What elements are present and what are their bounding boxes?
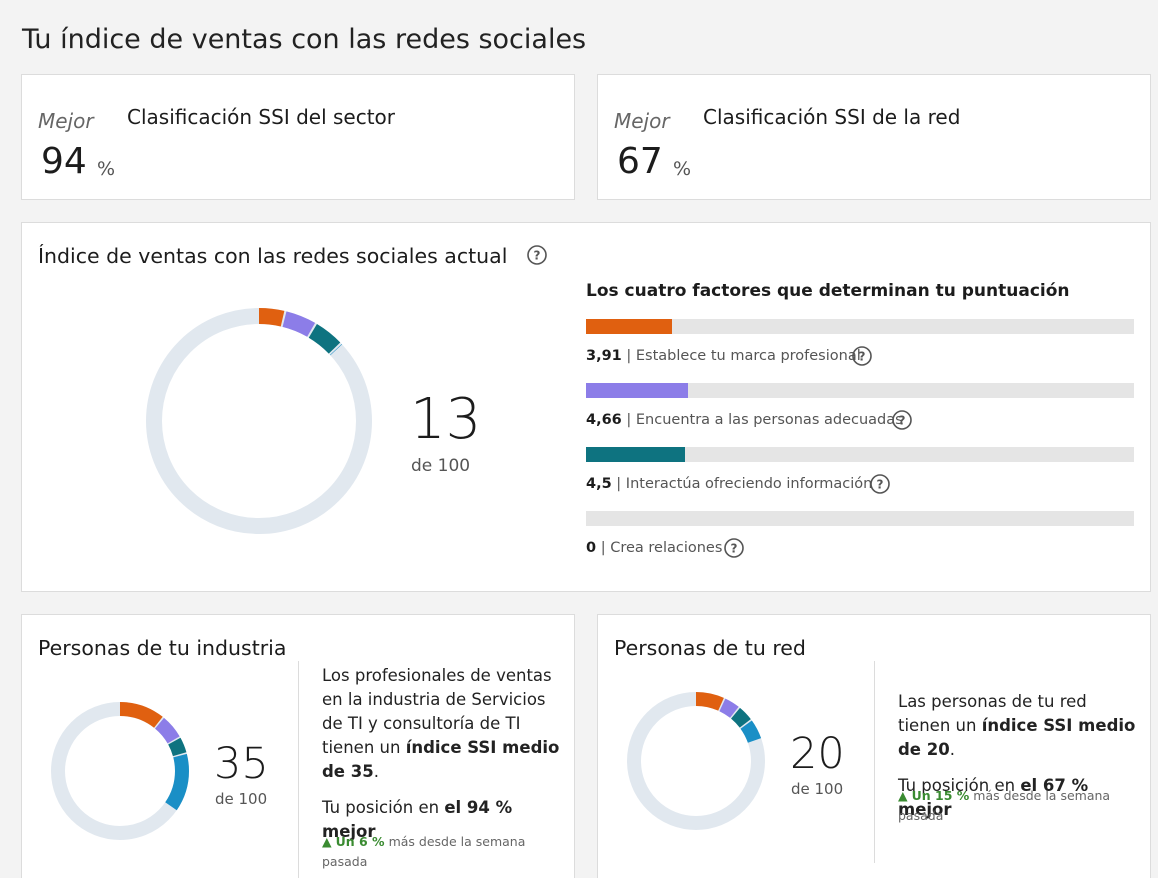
factors-title: Los cuatro factores que determinan tu pu… [586,281,1070,301]
industry-delta: ▲ Un 6 % más desde la semana pasada [322,832,542,872]
network-desc-text: Las personas de tu red tienen un índice … [898,692,1136,759]
network-rank-value: 67 [617,141,663,182]
up-arrow-icon: ▲ [898,788,908,803]
factor-bar-track [586,319,1134,334]
industry-donut-chart [51,702,189,840]
factor-separator: | [626,412,632,428]
ssi-donut-chart [146,308,372,534]
network-people-title: Personas de tu red [614,636,806,660]
network-rank-unit: % [673,158,692,180]
help-icon[interactable]: ? [851,345,873,367]
help-icon[interactable]: ? [869,473,891,495]
factor-separator: | [600,540,606,556]
factor-label: 4,5 | Interactúa ofreciendo información [586,476,872,492]
network-description: Las personas de tu red tienen un índice … [898,690,1143,822]
factor-separator: | [616,476,622,492]
help-icon[interactable]: ? [526,244,548,266]
svg-text:?: ? [899,414,906,428]
svg-text:?: ? [877,478,884,492]
factor-label: 4,66 | Encuentra a las personas adecuada… [586,412,903,428]
factor-bar-fill [586,447,685,462]
ssi-score: 13 [410,387,482,452]
factor-bar-track [586,383,1134,398]
factor-value: 4,5 [586,476,612,492]
factor-value: 0 [586,540,597,556]
svg-text:?: ? [731,542,738,556]
factor-value: 4,66 [586,412,622,428]
divider [874,661,875,863]
donut-segment-0 [51,702,189,840]
network-donut-chart [627,692,765,830]
industry-description: Los profesionales de ventas en la indust… [322,664,562,844]
industry-position: Tu posición en el 94 % mejor [322,798,513,841]
divider [298,661,299,878]
network-delta: ▲ Un 15 % más desde la semana pasada [898,786,1118,826]
current-ssi-title: Índice de ventas con las redes sociales … [38,244,508,268]
network-of-label: de 100 [791,780,844,798]
factor-value: 3,91 [586,348,622,364]
industry-people-title: Personas de tu industria [38,636,287,660]
donut-segment-0 [627,692,765,830]
up-arrow-icon: ▲ [322,834,332,849]
industry-score: 35 [214,739,269,789]
industry-rank-unit: % [97,158,116,180]
industry-desc-text: Los profesionales de ventas en la indust… [322,666,560,781]
help-icon[interactable]: ? [723,537,745,559]
factor-name: Encuentra a las personas adecuadas [635,412,903,428]
industry-rank-value: 94 [41,141,87,182]
svg-text:?: ? [859,350,866,364]
factor-name: Establece tu marca profesional [635,348,861,364]
industry-rank-card: Mejor Clasificación SSI del sector 94 % [21,74,575,200]
network-position: Tu posición en el 67 % mejor [898,776,1089,819]
ssi-of-label: de 100 [411,456,471,476]
delta-value: Un 6 % [335,834,385,849]
help-icon[interactable]: ? [891,409,913,431]
factor-label: 0 | Crea relaciones [586,540,722,556]
donut-segment-0 [146,308,372,534]
better-label: Mejor [614,109,670,133]
better-label: Mejor [38,109,94,133]
factor-bar-fill [586,319,672,334]
delta-text: más desde la semana pasada [898,788,1111,823]
factor-separator: | [626,348,632,364]
svg-text:?: ? [534,249,541,263]
network-rank-card: Mejor Clasificación SSI de la red 67 % [597,74,1151,200]
factor-bar-fill [586,383,689,398]
delta-text: más desde la semana pasada [322,834,526,869]
industry-people-card: Personas de tu industria 35 de 100 Los p… [21,614,575,878]
industry-of-label: de 100 [215,790,268,808]
current-ssi-card: Índice de ventas con las redes sociales … [21,222,1151,592]
factor-name: Crea relaciones [610,540,723,556]
donut-segment-3 [51,702,189,840]
delta-value: Un 15 % [911,788,970,803]
network-people-card: Personas de tu red 20 de 100 Las persona… [597,614,1151,878]
network-score: 20 [790,729,845,779]
network-rank-title: Clasificación SSI de la red [703,105,961,129]
factor-name: Interactúa ofreciendo información [625,476,873,492]
factor-label: 3,91 | Establece tu marca profesional [586,348,861,364]
factor-bar-track [586,447,1134,462]
factor-bar-track [586,511,1134,526]
industry-rank-title: Clasificación SSI del sector [127,105,396,129]
page-title: Tu índice de ventas con las redes social… [22,24,587,55]
